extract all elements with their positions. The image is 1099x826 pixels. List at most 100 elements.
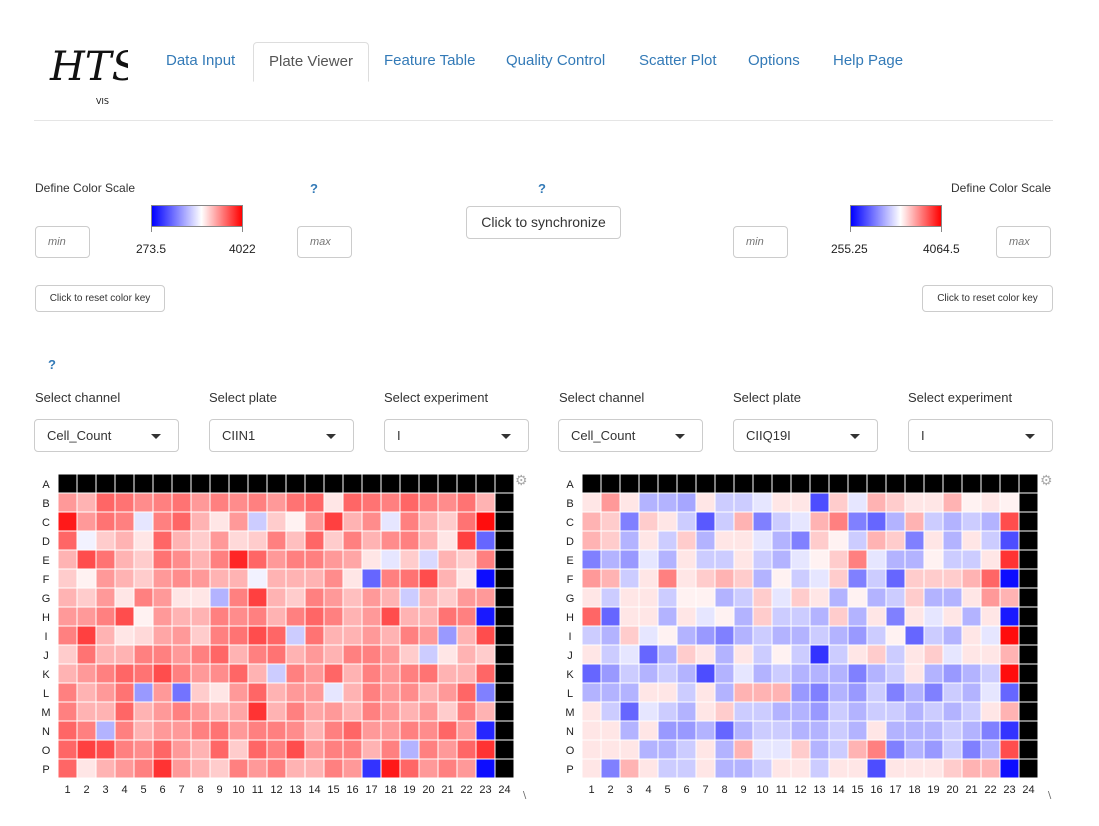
well-J17[interactable]: [885, 644, 906, 665]
well-F18[interactable]: [904, 568, 925, 589]
well-H19[interactable]: [399, 606, 420, 627]
well-C19[interactable]: [923, 511, 944, 532]
well-I6[interactable]: [152, 625, 173, 646]
well-M9[interactable]: [733, 701, 754, 722]
well-L17[interactable]: [361, 682, 382, 703]
well-L16[interactable]: [342, 682, 363, 703]
well-C14[interactable]: [828, 511, 849, 532]
well-D7[interactable]: [171, 530, 192, 551]
well-P6[interactable]: [152, 758, 173, 779]
well-L24[interactable]: [1018, 682, 1039, 703]
well-O11[interactable]: [771, 739, 792, 760]
well-B6[interactable]: [152, 492, 173, 513]
well-J15[interactable]: [323, 644, 344, 665]
well-E16[interactable]: [866, 549, 887, 570]
well-A22[interactable]: [456, 473, 477, 494]
well-E22[interactable]: [456, 549, 477, 570]
well-B5[interactable]: [657, 492, 678, 513]
well-O21[interactable]: [961, 739, 982, 760]
well-O12[interactable]: [266, 739, 287, 760]
well-A20[interactable]: [418, 473, 439, 494]
well-I12[interactable]: [266, 625, 287, 646]
well-F14[interactable]: [304, 568, 325, 589]
well-D13[interactable]: [285, 530, 306, 551]
well-G7[interactable]: [695, 587, 716, 608]
well-A7[interactable]: [171, 473, 192, 494]
well-C11[interactable]: [247, 511, 268, 532]
well-O8[interactable]: [714, 739, 735, 760]
well-I23[interactable]: [475, 625, 496, 646]
well-M20[interactable]: [942, 701, 963, 722]
well-E9[interactable]: [733, 549, 754, 570]
well-I11[interactable]: [247, 625, 268, 646]
well-O12[interactable]: [790, 739, 811, 760]
well-O24[interactable]: [494, 739, 515, 760]
well-L17[interactable]: [885, 682, 906, 703]
well-N20[interactable]: [942, 720, 963, 741]
well-G24[interactable]: [1018, 587, 1039, 608]
well-G14[interactable]: [304, 587, 325, 608]
well-K6[interactable]: [676, 663, 697, 684]
well-L20[interactable]: [418, 682, 439, 703]
well-A10[interactable]: [228, 473, 249, 494]
well-C4[interactable]: [638, 511, 659, 532]
well-J4[interactable]: [638, 644, 659, 665]
well-O9[interactable]: [209, 739, 230, 760]
well-P17[interactable]: [361, 758, 382, 779]
well-D18[interactable]: [904, 530, 925, 551]
well-E8[interactable]: [190, 549, 211, 570]
well-E17[interactable]: [885, 549, 906, 570]
well-B2[interactable]: [600, 492, 621, 513]
well-G13[interactable]: [285, 587, 306, 608]
well-P18[interactable]: [380, 758, 401, 779]
well-A12[interactable]: [790, 473, 811, 494]
well-I22[interactable]: [456, 625, 477, 646]
well-H15[interactable]: [847, 606, 868, 627]
well-M15[interactable]: [847, 701, 868, 722]
well-F5[interactable]: [133, 568, 154, 589]
well-P3[interactable]: [95, 758, 116, 779]
well-B4[interactable]: [114, 492, 135, 513]
well-B18[interactable]: [904, 492, 925, 513]
well-I15[interactable]: [323, 625, 344, 646]
right-max-input[interactable]: [996, 226, 1051, 258]
well-B17[interactable]: [361, 492, 382, 513]
well-K22[interactable]: [456, 663, 477, 684]
well-C10[interactable]: [752, 511, 773, 532]
well-O9[interactable]: [733, 739, 754, 760]
well-B9[interactable]: [733, 492, 754, 513]
well-K21[interactable]: [961, 663, 982, 684]
well-A2[interactable]: [600, 473, 621, 494]
well-B22[interactable]: [456, 492, 477, 513]
well-L2[interactable]: [600, 682, 621, 703]
well-C19[interactable]: [399, 511, 420, 532]
well-M22[interactable]: [456, 701, 477, 722]
well-J8[interactable]: [190, 644, 211, 665]
well-A17[interactable]: [361, 473, 382, 494]
well-E5[interactable]: [657, 549, 678, 570]
well-A16[interactable]: [866, 473, 887, 494]
well-M18[interactable]: [904, 701, 925, 722]
well-G4[interactable]: [114, 587, 135, 608]
well-B10[interactable]: [228, 492, 249, 513]
well-J3[interactable]: [619, 644, 640, 665]
well-K16[interactable]: [866, 663, 887, 684]
well-O2[interactable]: [600, 739, 621, 760]
well-B15[interactable]: [847, 492, 868, 513]
well-J12[interactable]: [266, 644, 287, 665]
well-D6[interactable]: [152, 530, 173, 551]
well-A24[interactable]: [494, 473, 515, 494]
well-F16[interactable]: [866, 568, 887, 589]
well-K22[interactable]: [980, 663, 1001, 684]
well-P24[interactable]: [1018, 758, 1039, 779]
well-D17[interactable]: [361, 530, 382, 551]
well-J20[interactable]: [942, 644, 963, 665]
well-M23[interactable]: [999, 701, 1020, 722]
well-F1[interactable]: [581, 568, 602, 589]
well-B22[interactable]: [980, 492, 1001, 513]
well-G18[interactable]: [904, 587, 925, 608]
well-I2[interactable]: [76, 625, 97, 646]
well-E4[interactable]: [638, 549, 659, 570]
well-A19[interactable]: [923, 473, 944, 494]
well-M12[interactable]: [790, 701, 811, 722]
